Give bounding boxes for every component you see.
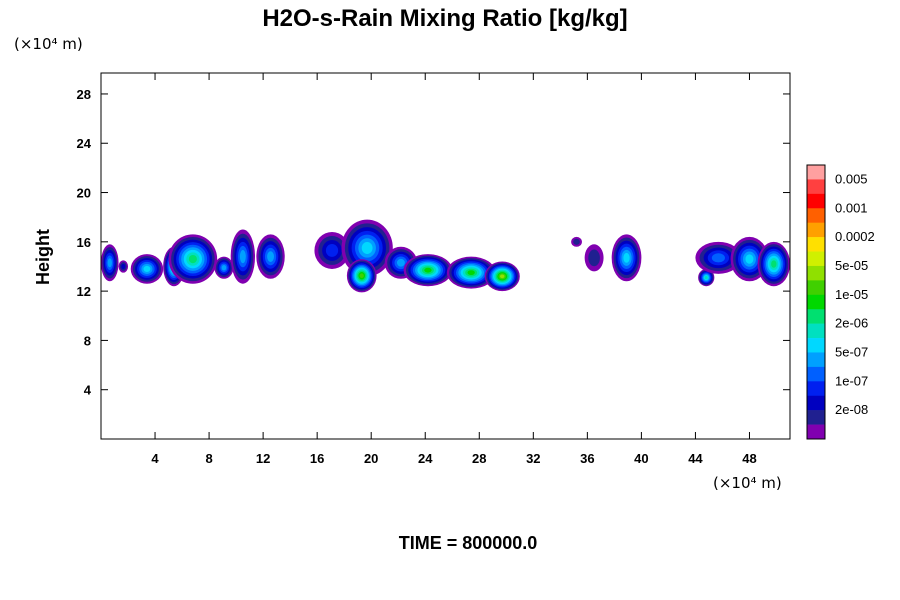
colorbar-swatch xyxy=(807,366,825,382)
cloud-cell xyxy=(695,241,742,274)
cloud-cell xyxy=(446,256,496,289)
cloud-contour-level xyxy=(424,267,432,273)
cloud-cell xyxy=(571,236,582,247)
cloud-contour-level xyxy=(239,250,246,264)
y-tick-label: 28 xyxy=(77,87,91,102)
cloud-cell xyxy=(230,229,256,284)
colorbar-swatch xyxy=(807,179,825,195)
cloud-contour-level xyxy=(188,254,197,264)
colorbar-frame xyxy=(806,164,826,440)
y-tick-label: 20 xyxy=(77,186,91,201)
x-tick-label: 20 xyxy=(364,451,378,466)
colorbar-label: 1e-05 xyxy=(835,287,868,302)
cloud-cell xyxy=(130,254,164,284)
colorbar-swatch xyxy=(807,352,825,368)
x-tick-label: 36 xyxy=(580,451,594,466)
cloud-contour-level xyxy=(500,274,505,279)
cloud-contour-level xyxy=(396,258,405,267)
cloud-cell xyxy=(584,244,604,272)
colorbar-swatch xyxy=(807,424,825,440)
colorbar-label: 0.001 xyxy=(835,200,868,215)
colorbar-swatch xyxy=(807,237,825,252)
cloud-contour-level xyxy=(267,251,274,262)
y-tick-label: 24 xyxy=(77,136,92,151)
colorbar-label: 1e-07 xyxy=(835,373,868,388)
x-tick-label: 32 xyxy=(526,451,540,466)
cloud-cell xyxy=(757,241,790,287)
colorbar-swatch xyxy=(807,309,825,324)
cloud-contour-level xyxy=(121,263,126,270)
cloud-contour-level xyxy=(107,258,112,268)
y-tick-label: 8 xyxy=(84,333,91,348)
time-label: TIME = 800000.0 xyxy=(399,533,538,553)
y-unit-label: (×10⁴ m) xyxy=(14,35,83,53)
x-tick-label: 48 xyxy=(742,451,756,466)
y-tick-label: 12 xyxy=(77,284,91,299)
colorbar-swatch xyxy=(807,251,825,267)
x-tick-label: 16 xyxy=(310,451,324,466)
colorbar-swatch xyxy=(807,222,825,238)
x-tick-label: 12 xyxy=(256,451,270,466)
x-tick-label: 24 xyxy=(418,451,433,466)
colorbar-swatch xyxy=(807,381,825,397)
colorbar-swatch xyxy=(807,165,825,180)
cloud-cell xyxy=(214,256,234,279)
cloud-field xyxy=(101,219,790,293)
cloud-cell xyxy=(403,254,453,287)
colorbar-swatch xyxy=(807,338,825,353)
colorbar-label: 5e-07 xyxy=(835,344,868,359)
cloud-cell xyxy=(118,260,129,273)
cloud-cell xyxy=(101,244,119,282)
chart-title: H2O-s-Rain Mixing Ratio [kg/kg] xyxy=(262,5,627,32)
x-tick-label: 28 xyxy=(472,451,486,466)
cloud-contour-level xyxy=(221,265,227,271)
cloud-contour-level xyxy=(361,242,373,254)
colorbar-swatch xyxy=(807,410,825,425)
cloud-contour-level xyxy=(711,253,725,263)
colorbar: 0.005 0.001 0.0002 5e-05 1e-05 2e-06 5e-07 1e-0… xyxy=(806,164,875,440)
cloud-contour-level xyxy=(143,265,151,273)
cloud-cell xyxy=(256,234,285,279)
cloud-contour-level xyxy=(745,254,754,264)
x-tick-label: 8 xyxy=(205,451,212,466)
colorbar-label: 2e-08 xyxy=(835,402,868,417)
colorbar-label: 0.005 xyxy=(835,171,868,186)
cloud-contour-level xyxy=(588,249,600,267)
colorbar-swatch xyxy=(807,323,825,339)
y-tick-label: 4 xyxy=(84,383,92,398)
cloud-cell xyxy=(611,234,642,282)
cloud-cell xyxy=(314,231,350,269)
y-axis-label: Height xyxy=(33,229,53,285)
cloud-cell xyxy=(346,259,377,293)
plot-frame xyxy=(100,72,791,440)
cloud-cell xyxy=(484,261,520,292)
colorbar-label: 0.0002 xyxy=(835,229,875,244)
colorbar-swatch xyxy=(807,193,825,209)
colorbar-label: 2e-06 xyxy=(835,316,868,331)
cloud-contour-level xyxy=(623,252,630,263)
cloud-cell xyxy=(168,234,218,284)
cloud-contour-level xyxy=(325,244,339,257)
colorbar-swatch xyxy=(807,280,825,296)
x-tick-label: 4 xyxy=(151,451,159,466)
y-tick-label: 16 xyxy=(77,235,91,250)
cloud-cell xyxy=(698,268,715,287)
x-tick-label: 40 xyxy=(634,451,648,466)
cloud-contour-level xyxy=(704,275,708,280)
x-tick-label: 44 xyxy=(688,451,703,466)
x-unit-label: (×10⁴ m) xyxy=(713,474,782,492)
cloud-contour-level xyxy=(573,238,580,245)
cloud-contour-level xyxy=(467,270,475,276)
colorbar-swatch xyxy=(807,265,825,281)
cloud-contour-level xyxy=(359,273,364,279)
cloud-contour-level xyxy=(771,260,777,268)
colorbar-swatch xyxy=(807,208,825,223)
colorbar-label: 5e-05 xyxy=(835,258,868,273)
colorbar-swatch xyxy=(807,294,825,310)
colorbar-swatch xyxy=(807,395,825,411)
